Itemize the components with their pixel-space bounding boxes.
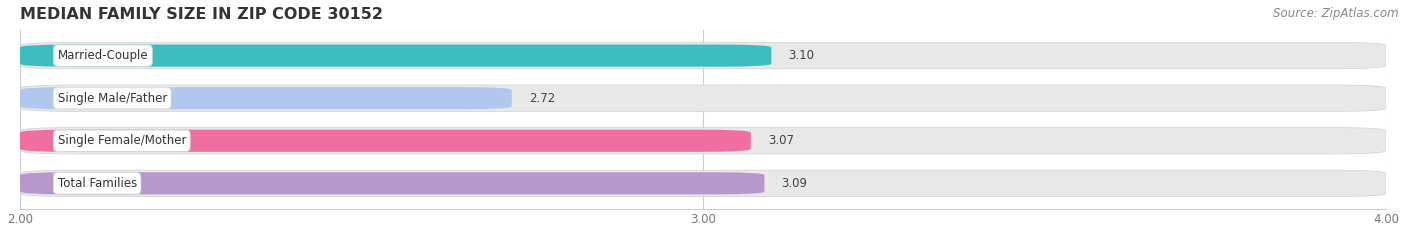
FancyBboxPatch shape — [20, 87, 512, 109]
FancyBboxPatch shape — [20, 127, 1386, 154]
Text: 3.07: 3.07 — [768, 134, 794, 147]
FancyBboxPatch shape — [20, 130, 751, 152]
FancyBboxPatch shape — [20, 170, 1386, 197]
Text: Total Families: Total Families — [58, 177, 136, 190]
Text: MEDIAN FAMILY SIZE IN ZIP CODE 30152: MEDIAN FAMILY SIZE IN ZIP CODE 30152 — [20, 7, 382, 22]
Text: Married-Couple: Married-Couple — [58, 49, 148, 62]
FancyBboxPatch shape — [20, 85, 1386, 111]
FancyBboxPatch shape — [20, 45, 772, 67]
Text: 3.09: 3.09 — [782, 177, 807, 190]
Text: Single Male/Father: Single Male/Father — [58, 92, 167, 105]
Text: Single Female/Mother: Single Female/Mother — [58, 134, 186, 147]
FancyBboxPatch shape — [20, 172, 765, 194]
FancyBboxPatch shape — [20, 42, 1386, 69]
Text: 2.72: 2.72 — [529, 92, 555, 105]
Text: 3.10: 3.10 — [789, 49, 814, 62]
Text: Source: ZipAtlas.com: Source: ZipAtlas.com — [1274, 7, 1399, 20]
